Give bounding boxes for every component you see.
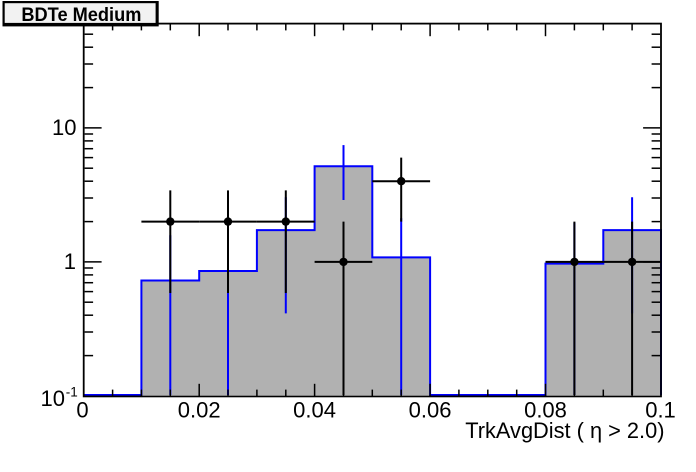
- svg-text:0: 0: [76, 397, 88, 422]
- svg-text:1: 1: [64, 249, 76, 274]
- svg-text:0.02: 0.02: [178, 397, 221, 422]
- svg-text:0.04: 0.04: [293, 397, 336, 422]
- svg-text:0.06: 0.06: [409, 397, 452, 422]
- svg-text:BDTe Medium: BDTe Medium: [21, 4, 141, 26]
- svg-text:TrkAvgDist ( η > 2.0): TrkAvgDist ( η > 2.0): [465, 418, 664, 443]
- svg-text:-1: -1: [66, 385, 78, 400]
- svg-text:10: 10: [52, 115, 76, 140]
- svg-text:0.1: 0.1: [645, 397, 676, 422]
- svg-text:10: 10: [41, 386, 65, 411]
- svg-text:0.08: 0.08: [524, 397, 567, 422]
